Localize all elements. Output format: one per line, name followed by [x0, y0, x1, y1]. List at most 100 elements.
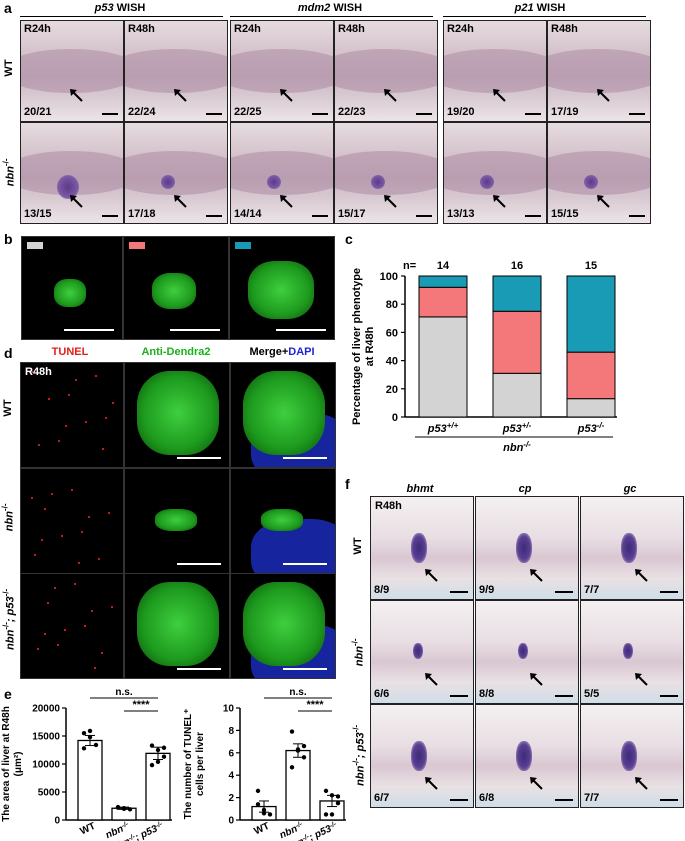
scale-bar: [102, 215, 118, 217]
arrow-icon: [635, 777, 648, 790]
bar-chart-liver-area: The area of liver at R48h(μm²) 0 5000 10000…: [1, 688, 172, 841]
liver-shape: [137, 582, 219, 666]
y-tick-label: 4: [228, 771, 234, 782]
y-tick-label: 5000: [38, 788, 61, 799]
n-value: 15: [585, 260, 597, 272]
bar-segment: [418, 316, 468, 418]
header-line-p53: [20, 16, 223, 17]
merge-image: [230, 573, 336, 679]
arrow-icon: [493, 195, 506, 208]
y-tick-label: 10: [223, 704, 235, 715]
scale-bar: [283, 668, 327, 670]
embryo-count: 7/7: [584, 584, 600, 596]
row-label-f-wt: WT: [352, 537, 364, 555]
liver-shape: [243, 582, 325, 666]
liver-shape: [137, 371, 219, 455]
data-point: [335, 794, 341, 799]
liver-image-large: [229, 236, 335, 340]
data-point: [121, 806, 127, 811]
arrow-icon: [425, 673, 438, 686]
scale-bar: [629, 215, 645, 217]
scale-bar: [450, 799, 468, 801]
panel-label-d: d: [4, 345, 13, 361]
gene-header-cp: cp: [518, 483, 532, 495]
wish-liver-image: 9/9: [475, 496, 579, 600]
wish-image-wt: R24h 22/25: [230, 20, 334, 122]
wish-image-nbn: 13/13: [443, 122, 547, 224]
scale-bar: [312, 215, 328, 217]
liver-shape: [261, 509, 303, 531]
arrow-icon: [174, 89, 187, 102]
data-point: [295, 747, 301, 752]
timepoint-label: R48h: [338, 23, 365, 35]
timepoint-label: R48h: [375, 500, 402, 512]
row-label-wt: WT: [3, 59, 15, 77]
col-header-tunel: TUNEL: [51, 346, 89, 358]
data-point: [115, 805, 121, 810]
scale-bar: [206, 215, 222, 217]
wish-image-nbn: 15/17: [334, 122, 438, 224]
y-tick-label: 10000: [32, 760, 60, 771]
embryo-count: 15/15: [551, 208, 579, 220]
embryo-count: 22/23: [338, 106, 366, 118]
embryo-count: 22/24: [128, 106, 156, 118]
sig-label: ****: [132, 699, 150, 711]
arrow-icon: [280, 89, 293, 102]
scale-bar: [283, 563, 327, 565]
tunel-image: [20, 573, 124, 679]
y-tick-label: 100: [380, 271, 398, 283]
data-point: [87, 728, 93, 734]
timepoint-label: R24h: [24, 23, 51, 35]
wish-image-nbn: 14/14: [230, 122, 334, 224]
data-point: [155, 747, 161, 753]
panel-label-b: b: [4, 231, 13, 247]
wish-liver-image: 6/8: [475, 704, 579, 808]
embryo-count: 20/21: [24, 106, 52, 118]
liver-shape: [155, 509, 197, 531]
arrow-icon: [530, 569, 543, 582]
liver-stain: [267, 175, 281, 189]
embryo-count: 8/8: [479, 688, 495, 700]
x-tick-label: p53-/-: [577, 421, 605, 435]
arrow-icon: [635, 569, 648, 582]
y-tick-label: 20000: [32, 704, 60, 715]
data-point: [161, 754, 167, 759]
bar-segment: [492, 372, 542, 418]
y-tick-label: 0: [54, 816, 60, 827]
row-label-f-nbn: nbn-/-: [350, 638, 366, 667]
bar-chart-tunel-cells: The number of TUNEL⁺cells per liver 0 2 4 6 8…: [183, 688, 346, 841]
embryo-count: 6/8: [479, 792, 495, 804]
liver-shape: [54, 279, 86, 307]
liver-stain: [516, 533, 532, 563]
embryo-count: 19/20: [447, 106, 475, 118]
liver-stain: [57, 175, 79, 199]
panel-label-c: c: [345, 231, 353, 247]
liver-stain: [516, 741, 532, 771]
x-tick-label: WT: [79, 821, 98, 838]
embryo-count: 9/9: [479, 584, 495, 596]
arrow-icon: [597, 89, 610, 102]
data-point: [261, 811, 267, 816]
bar-segment: [418, 275, 468, 288]
embryo-count: 5/5: [584, 688, 600, 700]
y-tick-label: 8: [228, 726, 234, 737]
data-point: [289, 765, 295, 770]
scale-bar: [206, 113, 222, 115]
wish-image-wt: R48h 22/23: [334, 20, 438, 122]
scale-bar: [660, 591, 678, 593]
scale-bar: [525, 215, 541, 217]
scale-bar: [102, 113, 118, 115]
liver-image-medium: [123, 236, 229, 340]
liver-stain: [161, 175, 175, 189]
x-tick-label: p53+/-: [502, 421, 532, 435]
timepoint-label: R48h: [551, 23, 578, 35]
x-tick-label: WT: [253, 821, 272, 838]
y-axis-label: The number of TUNEL⁺cells per liver: [183, 709, 206, 820]
row-label-f-nbn-p53: nbn-/-; p53-/-: [351, 724, 367, 786]
data-point: [335, 801, 341, 806]
arrow-icon: [635, 673, 648, 686]
wish-image-nbn: 13/15: [20, 122, 124, 224]
liver-image-small: [21, 236, 123, 340]
wish-liver-image: 7/7: [580, 496, 684, 600]
data-point: [289, 729, 295, 734]
